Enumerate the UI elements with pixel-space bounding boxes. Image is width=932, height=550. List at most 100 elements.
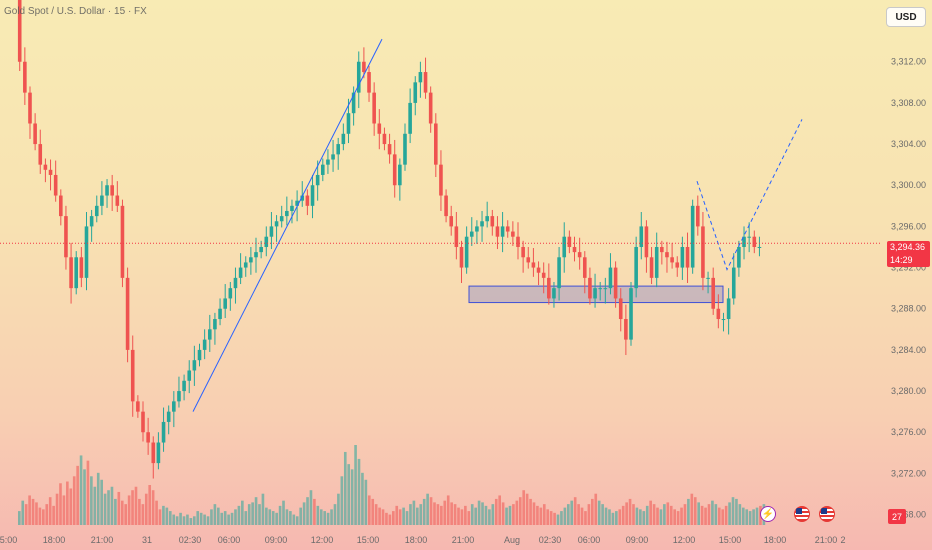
candle-body xyxy=(23,61,27,93)
volume-bar xyxy=(299,507,302,525)
volume-bar xyxy=(289,511,292,525)
candle-body xyxy=(161,421,166,443)
volume-bar xyxy=(635,507,639,525)
volume-bar xyxy=(347,464,351,525)
volume-bar xyxy=(748,511,752,525)
candle-body xyxy=(84,226,89,278)
candle-body xyxy=(305,195,310,206)
volume-bar xyxy=(676,511,680,525)
candle-body xyxy=(726,298,731,320)
volume-bar xyxy=(470,504,474,525)
volume-bar xyxy=(573,497,577,525)
candle-body xyxy=(387,144,392,155)
volume-bar xyxy=(323,511,327,525)
volume-bar xyxy=(251,502,254,525)
candle-body xyxy=(413,82,418,103)
x-tick-label: 12:00 xyxy=(311,535,334,545)
volume-bar xyxy=(652,504,656,525)
volume-bar xyxy=(175,516,179,525)
candle-body xyxy=(310,185,315,206)
volume-bar xyxy=(371,498,375,525)
currency-button[interactable]: USD xyxy=(886,7,926,27)
volume-bar xyxy=(690,493,694,525)
volume-bar xyxy=(481,502,484,525)
volume-bar xyxy=(752,509,755,525)
volume-bar xyxy=(258,504,261,525)
us-flag-icon[interactable] xyxy=(819,506,835,522)
candle-body xyxy=(259,246,263,253)
volume-bar xyxy=(151,490,155,525)
x-tick-label: 15:00 xyxy=(0,535,17,545)
volume-bar xyxy=(656,507,659,525)
candle-body xyxy=(618,298,623,320)
volume-bar xyxy=(477,500,481,525)
volume-bar xyxy=(491,504,495,525)
volume-bar xyxy=(158,509,162,525)
candle-body xyxy=(69,257,73,289)
volume-bar xyxy=(38,507,42,525)
candle-body xyxy=(372,92,376,124)
lightning-icon[interactable]: ⚡ xyxy=(760,506,776,522)
volume-bar xyxy=(398,509,402,525)
volume-bar xyxy=(584,511,587,525)
volume-bar xyxy=(464,505,467,525)
volume-bar xyxy=(66,481,69,525)
volume-bar xyxy=(52,505,55,525)
candle-body xyxy=(377,123,382,134)
volume-bar xyxy=(525,493,529,525)
trend-line xyxy=(192,38,383,412)
candle-body xyxy=(74,257,79,289)
volume-bar xyxy=(536,505,539,525)
candle-body xyxy=(197,349,202,361)
volume-bar xyxy=(402,507,405,525)
candle-body xyxy=(557,257,561,289)
volume-bar xyxy=(392,511,395,525)
candle-body xyxy=(526,257,531,263)
candle-body xyxy=(731,267,736,299)
volume-bar xyxy=(364,479,368,525)
candle-body xyxy=(737,246,741,268)
candle-body xyxy=(742,236,746,247)
y-tick-label: 3,284.00 xyxy=(891,345,926,355)
candle-body xyxy=(634,246,638,289)
alert-count-badge[interactable]: 27 xyxy=(888,509,906,524)
candle-body xyxy=(505,226,510,232)
volume-bar xyxy=(714,504,718,525)
candle-body xyxy=(649,257,654,278)
candle-body xyxy=(464,236,469,268)
volume-bar xyxy=(223,511,227,525)
volume-bar xyxy=(450,502,453,525)
volume-bar xyxy=(587,504,591,525)
volume-bar xyxy=(457,507,460,525)
candle-body xyxy=(511,231,515,237)
us-flag-icon[interactable] xyxy=(794,506,810,522)
volume-bar xyxy=(306,497,309,525)
volume-bar xyxy=(230,512,234,525)
volume-bar xyxy=(518,497,522,525)
volume-bar xyxy=(717,507,721,525)
volume-bar xyxy=(316,505,320,525)
volume-bar xyxy=(728,502,731,525)
candle-body xyxy=(685,246,690,268)
candle-body xyxy=(639,226,644,247)
volume-bar xyxy=(343,451,347,525)
candle-body xyxy=(536,267,541,273)
x-tick-label: 15:00 xyxy=(357,535,380,545)
candle-body xyxy=(624,319,628,340)
x-tick-label: 02:30 xyxy=(539,535,562,545)
candle-body xyxy=(701,226,705,278)
candle-body xyxy=(495,226,500,237)
candle-body xyxy=(572,246,577,253)
candle-body xyxy=(582,257,587,278)
candle-body xyxy=(33,123,37,145)
candle-body xyxy=(331,154,335,160)
candle-body xyxy=(418,72,423,83)
volume-bar xyxy=(522,490,526,525)
candle-body xyxy=(315,174,320,186)
volume-bar xyxy=(429,497,433,525)
volume-bar xyxy=(515,500,519,525)
volume-bar xyxy=(560,511,563,525)
volume-bar xyxy=(182,516,186,525)
